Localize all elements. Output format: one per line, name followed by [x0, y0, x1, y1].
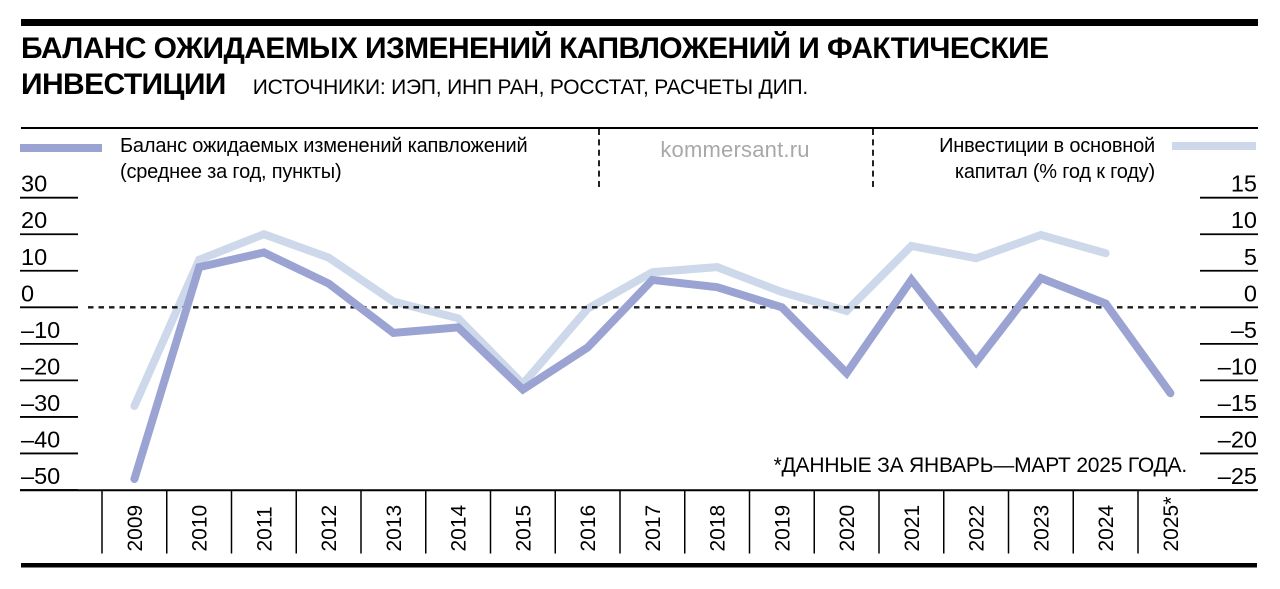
year-label: 2021: [901, 505, 924, 552]
watermark: kommersant.ru: [660, 137, 810, 162]
sources-caption: ИСТОЧНИКИ: ИЭП, ИНП РАН, РОССТАТ, РАСЧЕТ…: [252, 76, 808, 99]
header: БАЛАНС ОЖИДАЕМЫХ ИЗМЕНЕНИЙ КАПВЛОЖЕНИЙ И…: [21, 31, 1261, 103]
right-axis-label: 15: [1231, 171, 1257, 197]
year-label: 2017: [642, 505, 665, 552]
year-label: 2014: [448, 504, 471, 551]
legend-investments-line1: Инвестиции в основной: [939, 135, 1155, 157]
right-axis: 15 10 5 0 –5 –10 –15 –20 –25: [1200, 171, 1258, 491]
left-axis-label: 10: [21, 244, 47, 270]
footnote: *ДАННЫЕ ЗА ЯНВАРЬ—МАРТ 2025 ГОДА.: [773, 454, 1188, 477]
year-label: 2011: [253, 506, 276, 551]
year-label: 2022: [966, 505, 989, 552]
year-label: 2015: [512, 505, 535, 552]
year-label: 2020: [836, 505, 859, 552]
legend-swatch-balance: [20, 144, 102, 152]
title-row2: ИНВЕСТИЦИИ ИСТОЧНИКИ: ИЭП, ИНП РАН, РОСС…: [21, 67, 1261, 103]
legend-balance-line1: Баланс ожидаемых изменений капвложений: [120, 135, 528, 157]
year-label: 2019: [771, 505, 794, 552]
year-label: 2018: [707, 505, 730, 552]
right-axis-label: –20: [1218, 426, 1257, 452]
legend-label-balance: Баланс ожидаемых изменений капвложений (…: [120, 133, 528, 185]
legend-balance-line2: (среднее за год, пункты): [120, 161, 342, 183]
series-investments-line: [130, 229, 1110, 410]
right-axis-label: –10: [1218, 353, 1257, 379]
year-label: 2012: [318, 505, 341, 552]
legend-investments-line2: капитал (% год к году): [954, 161, 1155, 183]
year-label: 2025*: [1160, 497, 1183, 552]
series-balance-line: [130, 248, 1175, 483]
x-axis: 2009 2010 2011 2012 2013 2014 2015 2016 2017 2018…: [20, 489, 1257, 554]
left-axis-label: 30: [21, 171, 47, 197]
left-axis-label: –10: [21, 317, 60, 343]
left-axis-label: 0: [21, 280, 34, 306]
left-axis: 30 20 10 0 –10 –20 –30 –40 –50: [20, 171, 78, 491]
legend-swatch-investments: [1172, 142, 1256, 150]
year-label: 2013: [383, 505, 406, 552]
right-axis-label: 0: [1244, 280, 1257, 306]
left-axis-label: –20: [21, 353, 60, 379]
year-label: 2016: [577, 505, 600, 552]
right-axis-label: 5: [1244, 244, 1257, 270]
legend-label-investments: Инвестиции в основной капитал (% год к г…: [939, 133, 1155, 185]
right-axis-label: –25: [1218, 463, 1257, 489]
left-axis-label: –50: [21, 463, 60, 489]
year-label: 2010: [189, 505, 212, 552]
page-title-line1: БАЛАНС ОЖИДАЕМЫХ ИЗМЕНЕНИЙ КАПВЛОЖЕНИЙ И…: [21, 32, 1049, 65]
dashed-divider-right: [872, 129, 874, 187]
top-rule-bar: [21, 19, 1258, 26]
right-axis-label: –15: [1218, 390, 1257, 416]
right-axis-label: –5: [1231, 317, 1257, 343]
left-axis-label: –40: [21, 426, 60, 452]
page-title-line2: ИНВЕСТИЦИИ: [21, 68, 226, 101]
bottom-rule-bar: [21, 563, 1257, 568]
year-label: 2009: [124, 505, 147, 552]
year-label: 2023: [1030, 505, 1053, 552]
header-divider-rule: [21, 127, 1258, 129]
year-label: 2024: [1095, 504, 1118, 551]
dashed-divider-left: [598, 129, 600, 187]
left-axis-label: 20: [21, 207, 47, 233]
right-axis-label: 10: [1231, 207, 1257, 233]
left-axis-label: –30: [21, 390, 60, 416]
